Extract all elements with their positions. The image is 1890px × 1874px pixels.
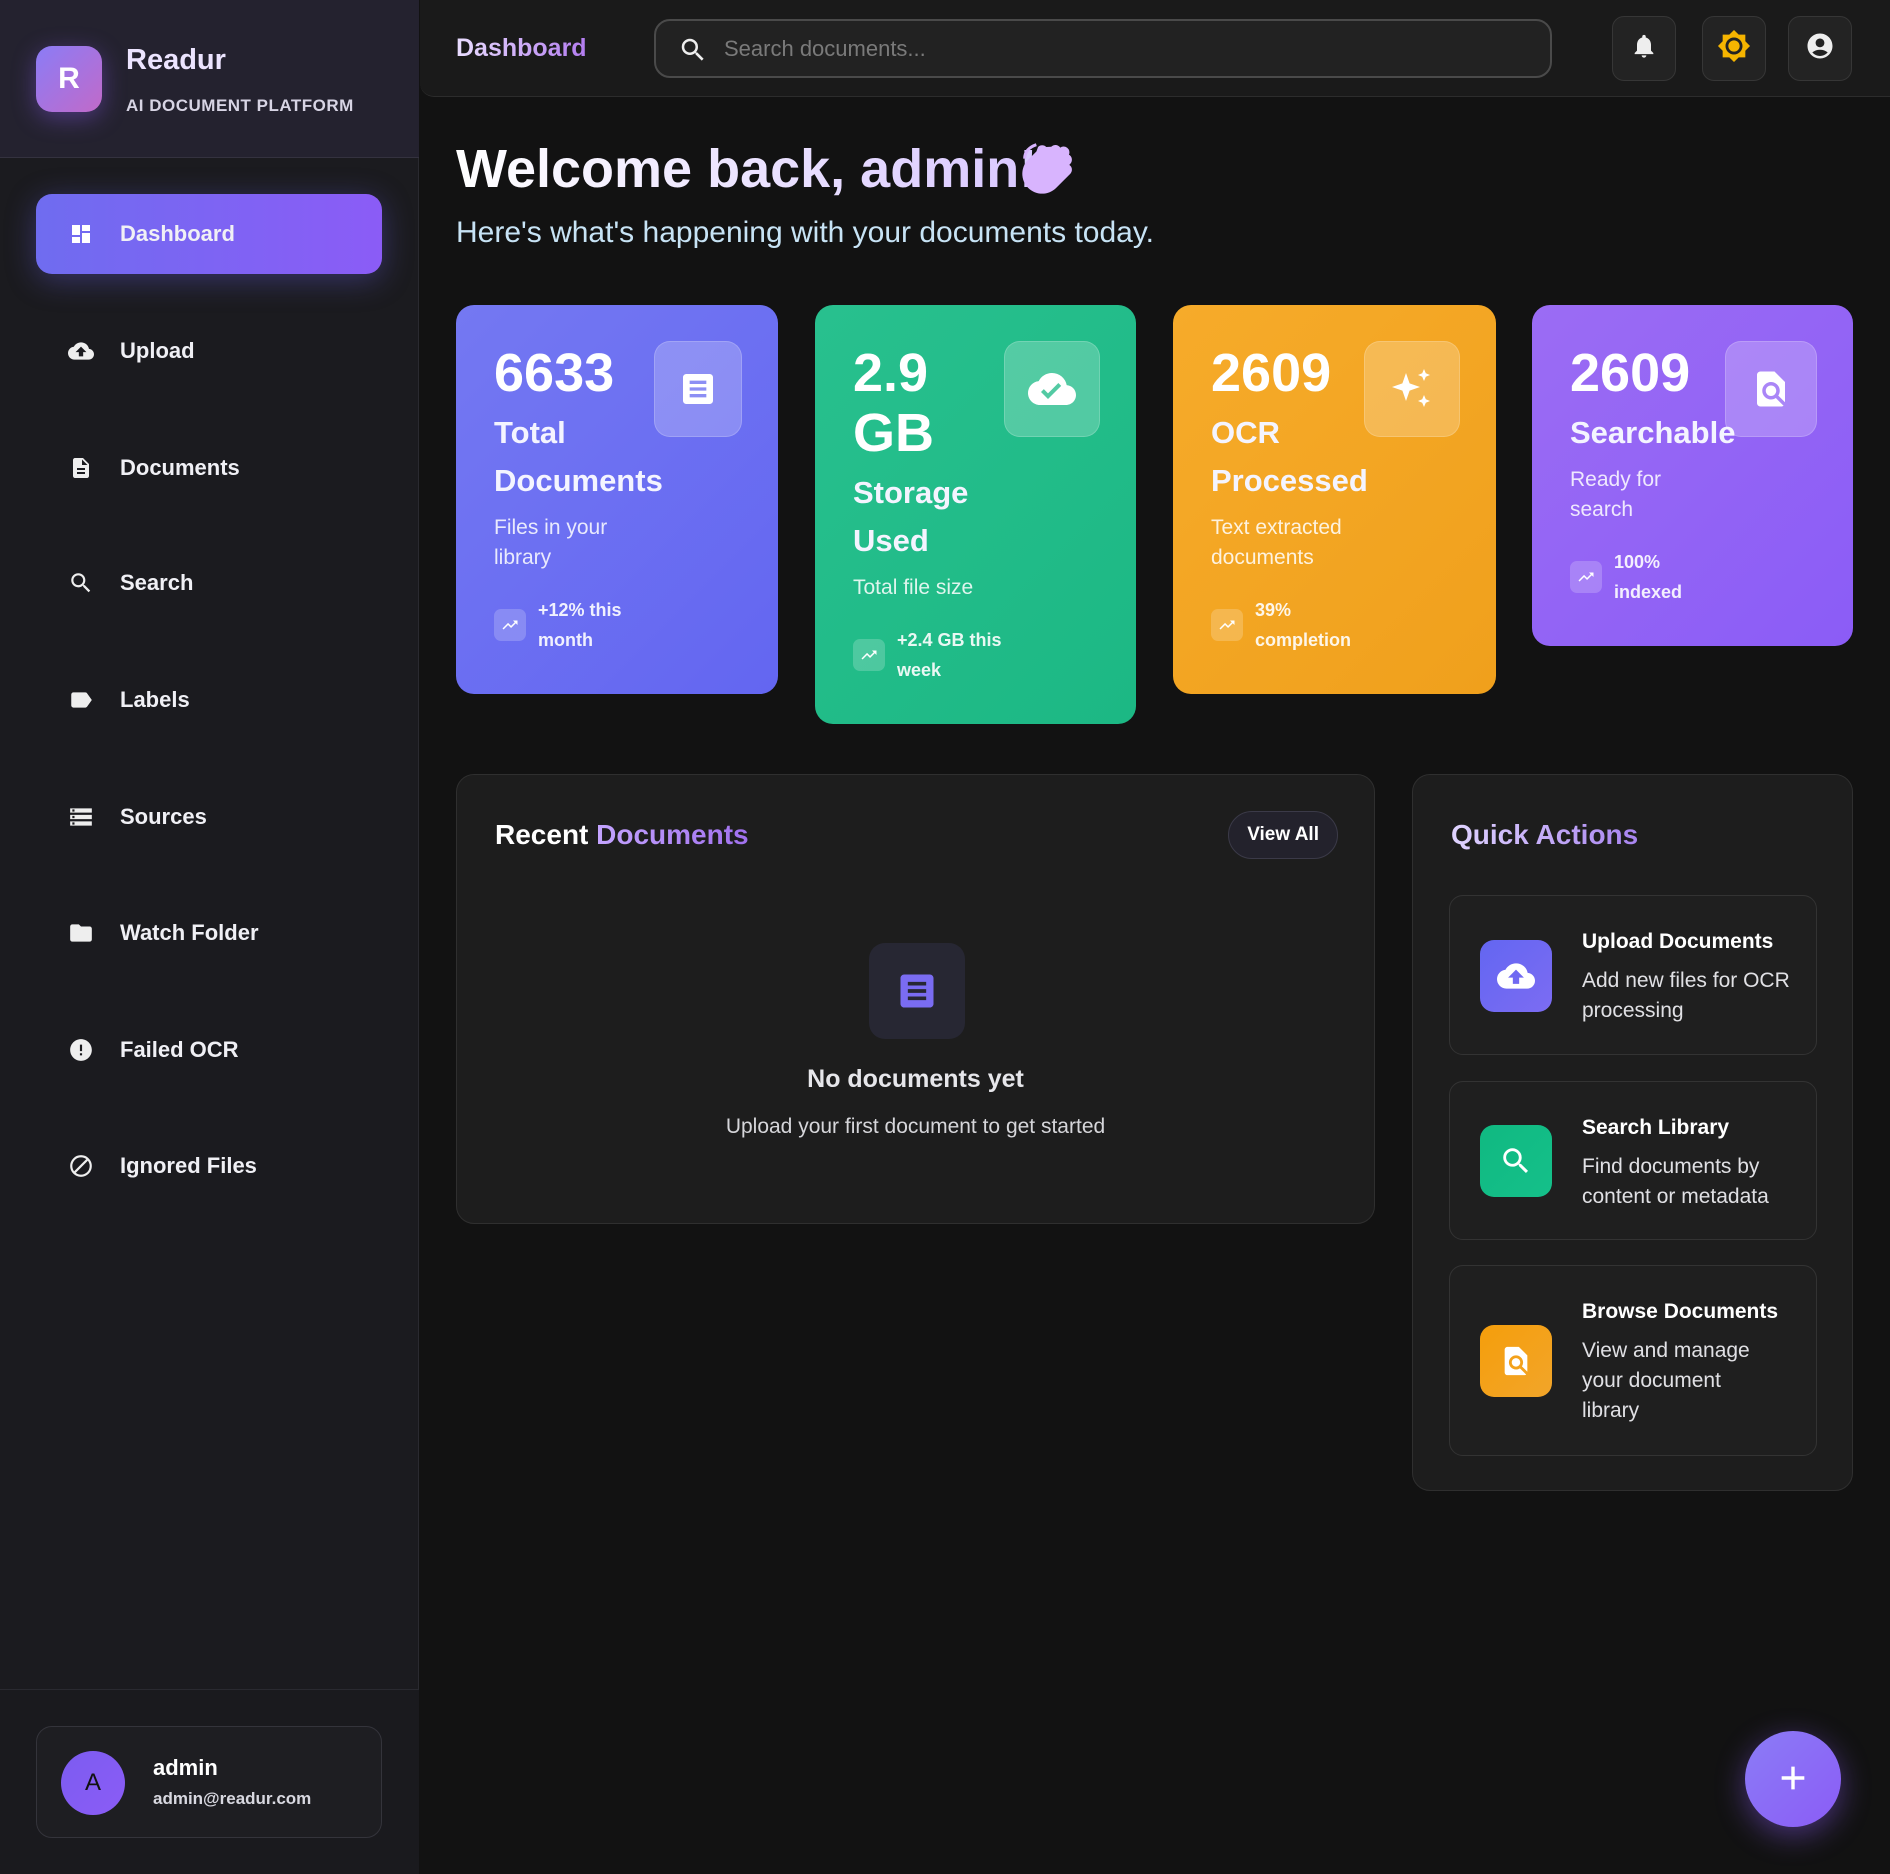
trending-up-icon (853, 639, 885, 671)
welcome-title: Welcome back, admin! (456, 139, 1038, 199)
find-in-page-icon (1725, 341, 1817, 437)
page-title: Dashboard (456, 34, 587, 62)
stat-card-searchable: 2609 Searchable Ready for search 100% in… (1532, 305, 1853, 646)
sidebar-item-failed-ocr[interactable]: Failed OCR (36, 1010, 382, 1090)
sidebar-item-search[interactable]: Search (36, 543, 382, 623)
waving-hand-icon (1020, 140, 1076, 201)
stat-card-total-documents: 6633 Total Documents Files in your libra… (456, 305, 778, 694)
empty-state-title: No documents yet (807, 1065, 1024, 1093)
quick-action-title: Search Library (1582, 1116, 1730, 1139)
sidebar-item-label: Documents (120, 455, 240, 480)
sidebar-item-label: Failed OCR (120, 1037, 239, 1062)
stat-value: 2609 (1570, 343, 1691, 403)
account-button[interactable] (1788, 16, 1852, 81)
sidebar-item-label: Watch Folder (120, 920, 259, 945)
sidebar-item-documents[interactable]: Documents (36, 428, 382, 508)
add-fab-button[interactable] (1745, 1731, 1841, 1827)
quick-action-title: Upload Documents (1582, 930, 1774, 953)
stat-card-storage: 2.9 GB Storage Used Total file size +2.4… (815, 305, 1136, 724)
stat-label: Storage Used (853, 475, 969, 558)
sidebar-item-label: Labels (120, 687, 190, 712)
welcome-subtitle: Here's what's happening with your docume… (456, 216, 1154, 249)
sidebar-item-ignored-files[interactable]: Ignored Files (36, 1126, 382, 1206)
user-email: admin@readur.com (153, 1789, 312, 1808)
stat-value: 2.9 GB (853, 343, 934, 463)
trending-up-icon (494, 609, 526, 641)
brand-name: Readur (126, 44, 226, 76)
recent-documents-panel: Recent Documents View All No documents y… (456, 774, 1375, 1224)
stat-value: 6633 (494, 343, 615, 403)
error-icon (68, 1037, 94, 1063)
brand-subtitle: AI DOCUMENT PLATFORM (126, 96, 354, 115)
view-all-button[interactable]: View All (1228, 811, 1338, 859)
search-icon (68, 570, 94, 596)
sidebar-item-labels[interactable]: Labels (36, 660, 382, 740)
sidebar-item-label: Search (120, 570, 194, 595)
sidebar-item-label: Upload (120, 338, 195, 363)
stat-description: Ready for search (1570, 468, 1662, 521)
quick-action-search[interactable]: Search Library Find documents by content… (1449, 1081, 1817, 1240)
user-name: admin (153, 1755, 218, 1780)
search-input[interactable] (724, 35, 1550, 62)
quick-action-browse[interactable]: Browse Documents View and manage your do… (1449, 1265, 1817, 1456)
stat-label: OCR Processed (1211, 415, 1368, 498)
cloud-upload-icon (1480, 940, 1552, 1012)
document-icon (654, 341, 742, 437)
stat-description: Text extracted documents (1211, 516, 1342, 569)
folder-icon (68, 920, 94, 946)
stat-trend: +2.4 GB this week (897, 630, 1002, 680)
find-in-page-icon (1480, 1325, 1552, 1397)
sidebar-item-sources[interactable]: Sources (36, 777, 382, 857)
search-icon (678, 35, 708, 70)
theme-toggle-button[interactable] (1702, 16, 1766, 81)
sparkle-icon (1364, 341, 1460, 437)
dashboard-icon (68, 221, 94, 247)
search-bar[interactable] (654, 19, 1552, 78)
panel-title: Recent Documents (495, 819, 749, 850)
stat-description: Files in your library (494, 516, 608, 569)
brand-header: R Readur AI DOCUMENT PLATFORM (0, 0, 419, 158)
plus-icon (1776, 1761, 1810, 1798)
stat-value: 2609 (1211, 343, 1332, 403)
trending-up-icon (1570, 561, 1602, 593)
stat-label: Total Documents (494, 415, 663, 498)
sidebar-item-label: Dashboard (120, 221, 235, 246)
stat-trend: 100% indexed (1614, 552, 1683, 602)
sidebar-item-label: Ignored Files (120, 1153, 257, 1178)
stat-trend: 39% completion (1255, 600, 1352, 650)
storage-icon (68, 804, 94, 830)
sidebar-item-label: Sources (120, 804, 207, 829)
quick-action-description: Find documents by content or metadata (1582, 1155, 1769, 1208)
notifications-button[interactable] (1612, 16, 1676, 81)
cloud-done-icon (1004, 341, 1100, 437)
cloud-upload-icon (68, 338, 94, 364)
avatar: A (61, 1751, 125, 1815)
search-icon (1480, 1125, 1552, 1197)
sidebar-item-upload[interactable]: Upload (36, 311, 382, 391)
quick-actions-panel: Quick Actions Upload Documents Add new f… (1412, 774, 1853, 1491)
logo: R (36, 46, 102, 112)
document-icon (869, 943, 965, 1039)
stat-card-ocr-processed: 2609 OCR Processed Text extracted docume… (1173, 305, 1496, 694)
label-icon (68, 687, 94, 713)
sidebar-item-dashboard[interactable]: Dashboard (36, 194, 382, 274)
quick-action-description: View and manage your document library (1582, 1339, 1750, 1422)
account-icon (1805, 31, 1835, 66)
stat-description: Total file size (853, 576, 974, 599)
sidebar-item-watch-folder[interactable]: Watch Folder (36, 893, 382, 973)
stat-trend: +12% this month (538, 600, 622, 650)
sun-icon (1717, 29, 1751, 68)
quick-action-upload[interactable]: Upload Documents Add new files for OCR p… (1449, 895, 1817, 1055)
sidebar: R Readur AI DOCUMENT PLATFORM Dashboard … (0, 0, 419, 1874)
stat-label: Searchable (1570, 415, 1736, 450)
trending-up-icon (1211, 609, 1243, 641)
quick-action-title: Browse Documents (1582, 1300, 1779, 1323)
quick-action-description: Add new files for OCR processing (1582, 969, 1790, 1022)
bell-icon (1630, 32, 1658, 65)
document-icon (68, 455, 94, 481)
panel-title: Quick Actions (1451, 819, 1639, 850)
user-card[interactable]: A admin admin@readur.com (36, 1726, 382, 1838)
empty-state-description: Upload your first document to get starte… (725, 1115, 1106, 1138)
block-icon (68, 1153, 94, 1179)
